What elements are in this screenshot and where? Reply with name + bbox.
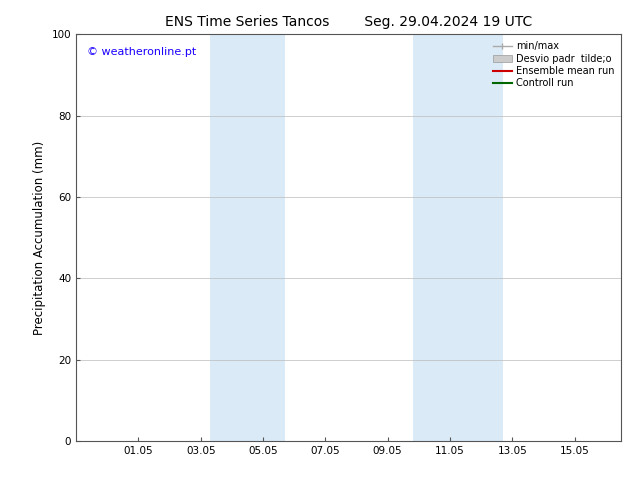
- Text: © weatheronline.pt: © weatheronline.pt: [87, 47, 197, 56]
- Bar: [210, 34, 285, 441]
- Bar: [413, 34, 503, 441]
- Title: ENS Time Series Tancos        Seg. 29.04.2024 19 UTC: ENS Time Series Tancos Seg. 29.04.2024 1…: [165, 15, 533, 29]
- Y-axis label: Precipitation Accumulation (mm): Precipitation Accumulation (mm): [33, 141, 46, 335]
- Legend: min/max, Desvio padr  tilde;o, Ensemble mean run, Controll run: min/max, Desvio padr tilde;o, Ensemble m…: [489, 37, 618, 92]
